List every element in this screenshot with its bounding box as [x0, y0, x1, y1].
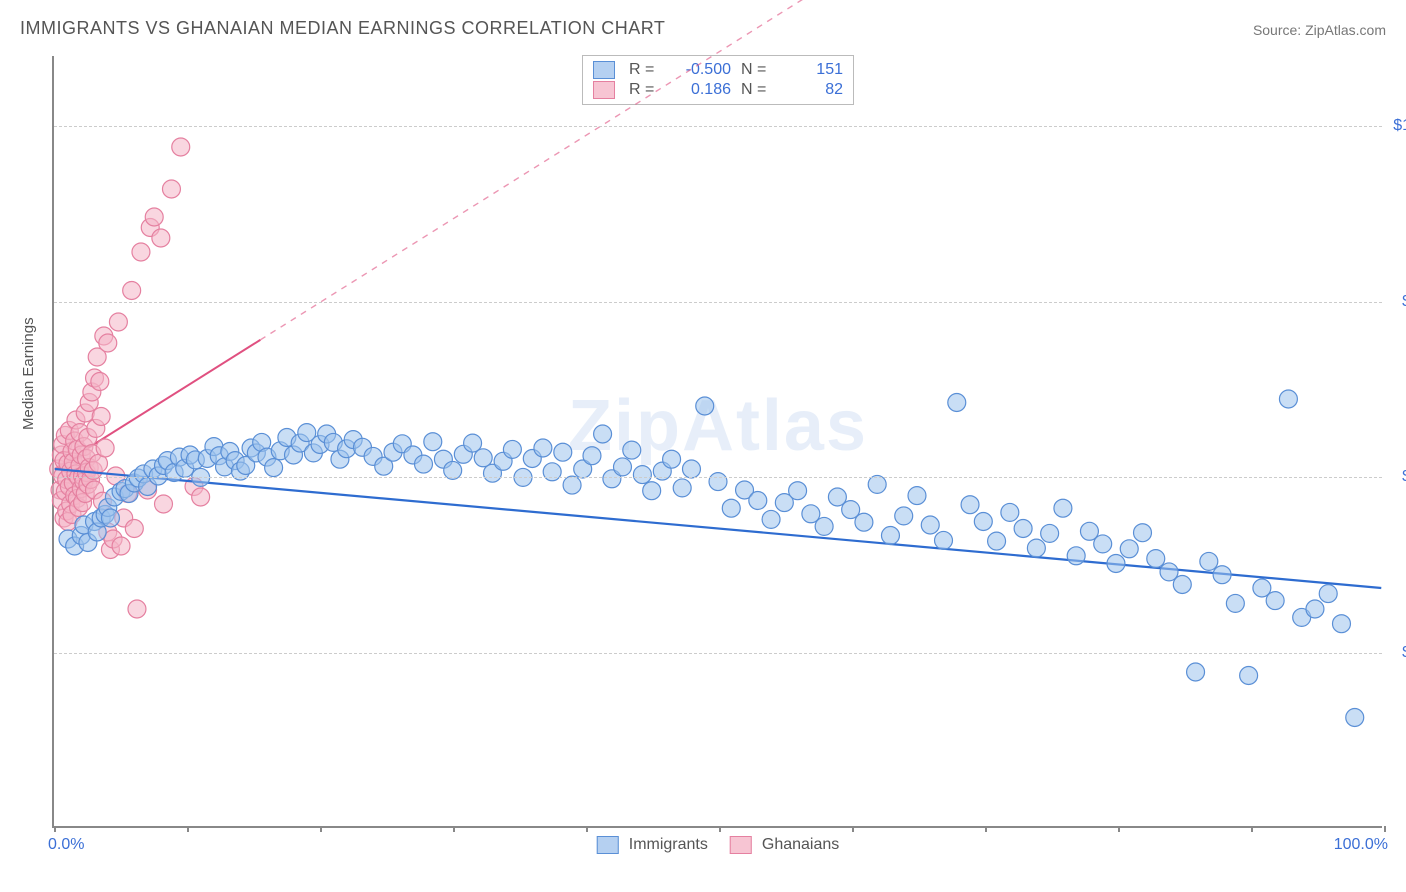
x-tick-mark: [1384, 826, 1386, 832]
x-tick-mark: [719, 826, 721, 832]
gridline: [54, 477, 1382, 478]
x-tick-mark: [1118, 826, 1120, 832]
legend-label: Immigrants: [629, 836, 708, 854]
x-tick-mark: [852, 826, 854, 832]
legend-item-ghanaians: Ghanaians: [730, 836, 839, 854]
y-tick-label: $50,000: [1390, 468, 1406, 486]
plot-area: ZipAtlas R = -0.500 N = 151 R = 0.186 N …: [52, 56, 1382, 828]
gridline: [54, 653, 1382, 654]
swatch-blue-icon: [597, 836, 619, 854]
legend-item-immigrants: Immigrants: [597, 836, 708, 854]
chart-container: IMMIGRANTS VS GHANAIAN MEDIAN EARNINGS C…: [0, 0, 1406, 892]
x-tick-mark: [320, 826, 322, 832]
chart-svg: [54, 56, 1382, 826]
x-tick-mark: [985, 826, 987, 832]
x-tick-mark: [453, 826, 455, 832]
x-axis-min-label: 0.0%: [48, 836, 84, 854]
x-tick-mark: [187, 826, 189, 832]
gridline: [54, 126, 1382, 127]
gridline: [54, 302, 1382, 303]
swatch-pink-icon: [730, 836, 752, 854]
y-axis-label: Median Earnings: [20, 317, 37, 430]
y-tick-label: $100,000: [1390, 117, 1406, 135]
chart-source: Source: ZipAtlas.com: [1253, 22, 1386, 38]
y-tick-label: $25,000: [1390, 644, 1406, 662]
x-axis-max-label: 100.0%: [1334, 836, 1388, 854]
y-tick-label: $75,000: [1390, 293, 1406, 311]
x-tick-mark: [54, 826, 56, 832]
legend-label: Ghanaians: [762, 836, 839, 854]
chart-title: IMMIGRANTS VS GHANAIAN MEDIAN EARNINGS C…: [20, 18, 665, 39]
x-tick-mark: [586, 826, 588, 832]
x-tick-mark: [1251, 826, 1253, 832]
bottom-legend: Immigrants Ghanaians: [597, 836, 840, 854]
